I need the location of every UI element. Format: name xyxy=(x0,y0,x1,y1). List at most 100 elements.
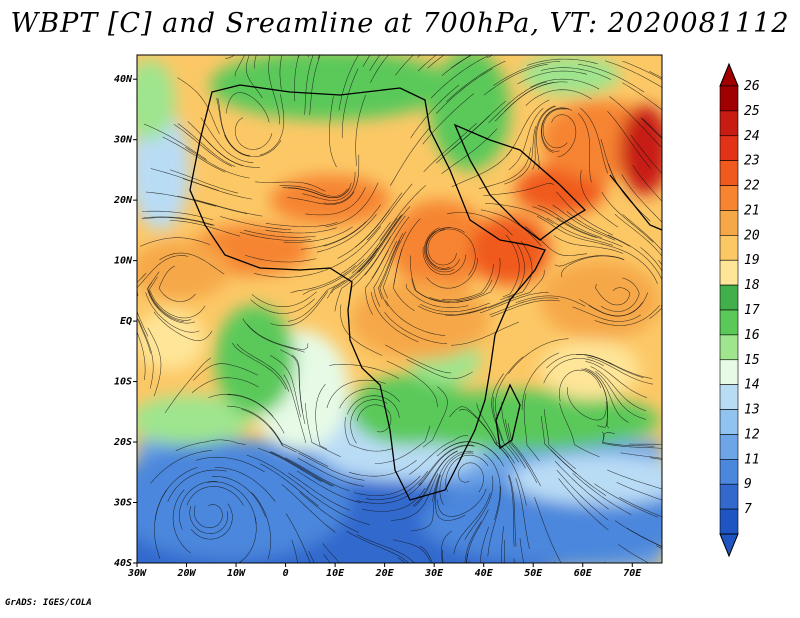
colorbar-label: 13 xyxy=(744,403,760,418)
streamline xyxy=(391,473,439,521)
colorbar-segment xyxy=(719,334,739,361)
streamline xyxy=(567,387,607,421)
streamline xyxy=(246,324,309,350)
colorbar-segment xyxy=(719,409,739,435)
streamline xyxy=(561,255,624,278)
lon-label: 20W xyxy=(176,568,196,579)
streamline xyxy=(309,55,321,116)
streamline xyxy=(543,409,576,470)
lon-label: 10E xyxy=(326,568,345,579)
streamline xyxy=(604,60,662,88)
streamline xyxy=(422,93,474,145)
streamline xyxy=(279,55,283,90)
streamline xyxy=(543,358,604,384)
streamline xyxy=(283,226,353,243)
streamline xyxy=(429,279,493,302)
streamline xyxy=(317,55,320,60)
streamline xyxy=(211,476,266,517)
streamline xyxy=(169,169,239,194)
colorbar-label: 11 xyxy=(744,452,760,467)
colorbar-segment xyxy=(719,384,739,410)
streamline xyxy=(532,105,555,170)
streamline xyxy=(234,117,273,150)
longitude-labels: 30W 20W 10W 0 10E 20E 30E 40E 50E 60E 70E xyxy=(127,563,642,579)
streamline xyxy=(572,472,632,515)
streamline xyxy=(443,441,504,467)
colorbar-bottom-arrow xyxy=(719,533,739,558)
lon-label: 50E xyxy=(524,568,543,579)
streamline xyxy=(137,330,146,381)
streamline xyxy=(422,386,448,448)
streamline xyxy=(640,117,662,140)
streamline xyxy=(241,408,297,453)
colorbar-segment xyxy=(719,259,739,286)
streamline xyxy=(242,318,305,353)
streamline xyxy=(540,67,611,80)
streamline xyxy=(578,64,645,93)
streamline xyxy=(600,139,633,204)
streamline xyxy=(225,55,235,59)
streamline xyxy=(408,435,468,475)
streamline xyxy=(238,516,257,563)
streamline xyxy=(580,170,618,228)
streamline xyxy=(420,302,490,313)
streamline xyxy=(351,217,398,274)
streamline xyxy=(572,306,641,322)
streamline xyxy=(530,78,600,90)
streamline xyxy=(488,81,547,124)
streamline xyxy=(137,316,151,354)
colorbar-label: 7 xyxy=(744,502,752,517)
lon-label: 70E xyxy=(623,568,642,579)
streamline xyxy=(576,354,644,378)
streamline xyxy=(417,55,421,58)
streamline xyxy=(251,492,272,560)
streamline xyxy=(175,439,246,452)
colorbar-label: 24 xyxy=(744,129,760,144)
streamline xyxy=(410,474,441,532)
streamline xyxy=(344,416,393,452)
streamline xyxy=(536,215,603,245)
streamline xyxy=(226,405,284,446)
streamline xyxy=(147,271,184,322)
streamline xyxy=(502,234,520,298)
streamline xyxy=(656,545,662,549)
streamline xyxy=(600,277,640,312)
streamline xyxy=(355,192,403,248)
streamline xyxy=(147,327,162,397)
streamline xyxy=(419,445,475,486)
streamline xyxy=(260,463,319,507)
streamline xyxy=(521,352,560,410)
colorbar-label: 23 xyxy=(744,154,760,169)
streamline xyxy=(621,174,662,223)
streamline xyxy=(451,149,513,188)
streamline xyxy=(189,505,228,534)
colorbar-segment xyxy=(719,434,739,460)
streamline xyxy=(618,544,650,563)
streamline xyxy=(525,226,587,256)
streamline xyxy=(195,457,265,473)
streamline xyxy=(594,305,660,326)
streamline xyxy=(382,231,407,299)
streamline xyxy=(153,311,213,341)
coastline xyxy=(189,84,546,501)
streamline xyxy=(307,55,310,58)
streamline xyxy=(358,214,403,273)
streamline xyxy=(601,192,654,243)
streamline xyxy=(186,486,244,506)
streamline xyxy=(508,474,517,547)
streamline xyxy=(425,230,461,270)
streamline xyxy=(413,450,458,508)
streamline xyxy=(441,263,494,301)
streamline xyxy=(435,474,466,521)
streamline xyxy=(534,497,562,563)
streamline xyxy=(649,259,662,319)
streamline xyxy=(154,467,198,521)
streamline xyxy=(245,254,317,263)
streamline xyxy=(436,488,487,517)
streamline xyxy=(245,55,263,98)
streamline xyxy=(425,227,451,269)
streamline xyxy=(439,228,476,276)
streamline xyxy=(483,63,548,96)
streamline xyxy=(494,82,555,122)
streamline xyxy=(185,146,250,179)
